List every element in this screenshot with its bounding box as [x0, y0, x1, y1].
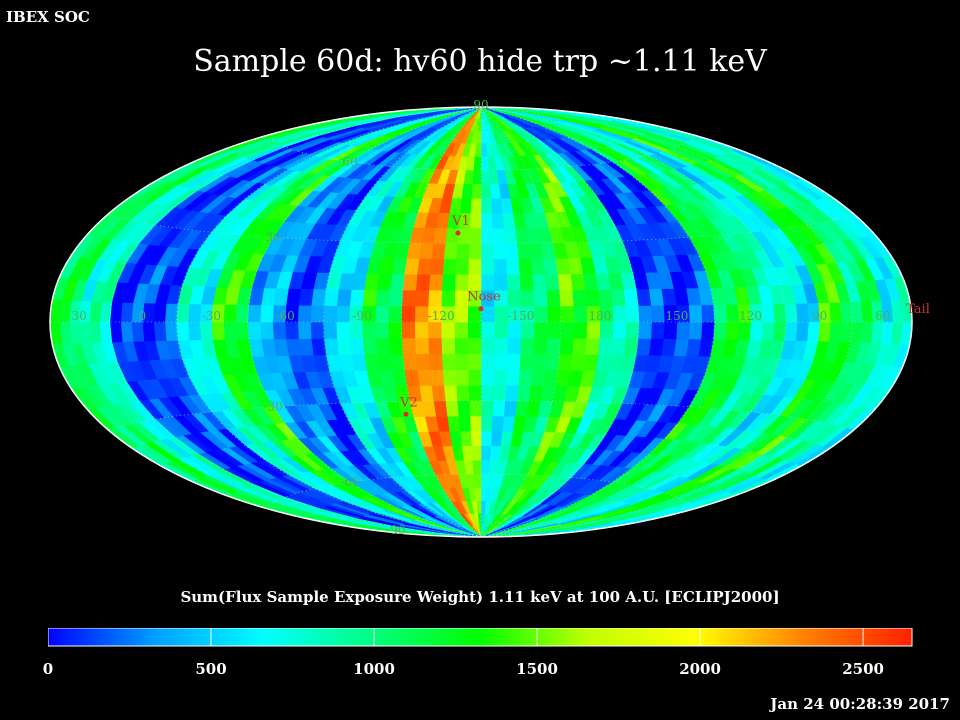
lon-label: -120 [428, 309, 455, 323]
v1-label: V1 [451, 214, 470, 229]
v2-label: V2 [399, 395, 418, 410]
v1-marker [455, 230, 461, 236]
colorbar-tick-label: 2500 [842, 660, 884, 678]
lon-label: 150 [665, 309, 688, 323]
north-pole-label: 90 [473, 98, 488, 112]
lat-label: -60 [340, 475, 359, 489]
sky-map: 60 30 0 -30 -60 -90 -120 -150 180 150 120 90 60 30 -30… [49, 98, 930, 538]
colorbar-tick-label: 0 [42, 660, 54, 678]
colorbar [48, 628, 913, 647]
lon-label: 60 [875, 309, 890, 323]
lon-label: 90 [812, 309, 827, 323]
colorbar-title: Sum(Flux Sample Exposure Weight) 1.11 ke… [180, 588, 780, 606]
nose-label: Nose [467, 290, 501, 305]
lon-label: -150 [507, 309, 534, 323]
lat-label: 30 [266, 230, 281, 244]
lon-label: 120 [739, 309, 762, 323]
corner-label: IBEX SOC [6, 8, 90, 26]
lat-label: 60 [342, 155, 357, 169]
south-pole-label: -90 [386, 523, 405, 537]
lon-label: -60 [275, 309, 294, 323]
colorbar-tick-label: 1000 [353, 660, 395, 678]
colorbar-tick-label: 500 [195, 660, 227, 678]
map-title: Sample 60d: hv60 hide trp ~1.11 keV [193, 44, 767, 79]
colorbar-tick-label: 2000 [679, 660, 721, 678]
tail-label: Tail [906, 302, 930, 317]
map-outline [49, 106, 913, 538]
flux-bands [50, 107, 912, 537]
lon-label: -30 [202, 309, 221, 323]
lat-label: -30 [263, 400, 282, 414]
lon-label: 30 [71, 309, 86, 323]
timestamp: Jan 24 00:28:39 2017 [770, 695, 950, 713]
lon-label: 180 [588, 309, 611, 323]
lon-label: 0 [139, 309, 147, 323]
coordinate-grid [50, 107, 912, 537]
lon-label: -90 [352, 309, 371, 323]
colorbar-tick-label: 1500 [516, 660, 558, 678]
nose-marker [478, 306, 484, 312]
v2-marker [403, 411, 409, 417]
